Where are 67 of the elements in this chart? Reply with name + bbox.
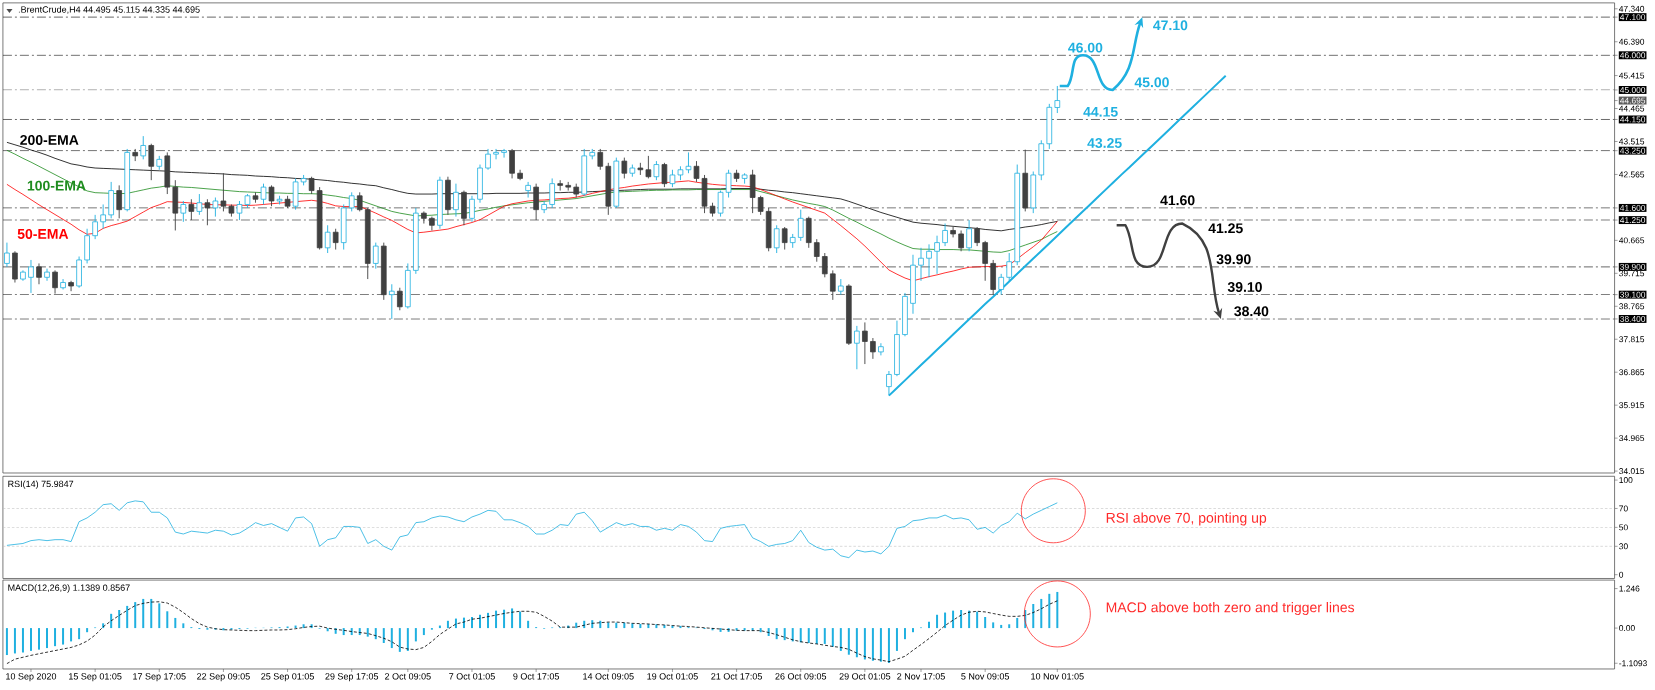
y-tick-label: 43.250 [1619,147,1646,154]
x-tick-label: 2 Nov 17:05 [897,673,945,680]
annotation: 41.60 [1160,195,1195,206]
y-tick-label: 45.415 [1618,72,1645,79]
x-tick-label: 29 Oct 01:05 [839,673,891,680]
annotation: 46.00 [1068,42,1103,53]
x-tick-label: 15 Sep 01:05 [69,673,122,682]
x-tick-label: 21 Oct 17:05 [711,673,762,680]
annotation: 39.90 [1216,254,1251,265]
y-tick-label: 39.100 [1620,291,1646,298]
y-tick-label: 44.695 [1619,97,1646,104]
y-tick-label: 30 [1619,543,1628,550]
y-tick-label: 37.815 [1619,336,1645,343]
y-tick-label: 39.715 [1619,270,1645,277]
y-tick-label: 41.250 [1619,217,1646,224]
y-tick-label: 44.150 [1619,116,1646,123]
annotation: 43.25 [1087,138,1122,148]
y-tick-label: 50 [1619,524,1628,531]
annotation: 38.40 [1234,306,1269,317]
y-tick-label: 42.565 [1618,171,1645,178]
y-tick-label: 36.865 [1619,369,1645,376]
x-tick-label: 26 Oct 09:05 [775,673,827,680]
y-tick-label: 41.600 [1619,204,1646,211]
y-tick-label: 0 [1619,571,1624,578]
y-tick-label: 0.00 [1619,625,1635,632]
x-tick-label: 9 Oct 17:05 [513,673,560,680]
y-tick-label: 35.915 [1619,402,1645,409]
x-tick-label: 10 Sep 2020 [6,673,57,682]
x-tick-label: 25 Sep 01:05 [261,673,314,682]
annotation: 45.00 [1134,77,1169,88]
y-tick-label: 47.100 [1619,14,1646,21]
chart-title: RSI(14) 75.9847 [8,480,74,489]
y-tick-label: 1.246 [1619,585,1640,592]
x-tick-label: 10 Nov 01:05 [1031,673,1084,680]
annotation: MACD above both zero and trigger lines [1106,602,1355,616]
y-tick-label: 70 [1619,505,1628,512]
series-label: 50-EMA [17,228,69,239]
y-tick-label: 44.465 [1618,105,1645,112]
series-label: 200-EMA [20,134,79,145]
y-tick-label: 47.340 [1618,5,1645,12]
chart-title: .BrentCrude,H4 44.495 45.115 44.335 44.695 [18,6,200,14]
x-tick-label: 22 Sep 09:05 [197,673,250,682]
x-tick-label: 7 Oct 01:05 [449,673,495,680]
chart-title: MACD(12,26,9) 1.1389 0.8567 [8,584,130,593]
annotation: 44.15 [1083,106,1118,117]
annotation: 39.10 [1227,282,1262,292]
y-tick-label: 46.000 [1619,52,1646,59]
y-tick-label: 39.900 [1620,263,1646,270]
x-tick-label: 14 Oct 09:05 [583,673,634,680]
annotation: 41.25 [1208,223,1243,234]
y-tick-label: 38.400 [1620,315,1646,322]
y-tick-label: 38.765 [1619,303,1645,310]
y-tick-label: 100 [1619,477,1633,484]
y-tick-label: 34.015 [1619,468,1645,475]
annotation: 47.10 [1153,20,1188,31]
x-tick-label: 2 Oct 09:05 [385,673,431,680]
y-tick-label: 43.515 [1618,138,1645,145]
y-tick-label: 40.665 [1618,237,1645,244]
y-tick-label: 45.000 [1619,87,1646,93]
x-tick-label: 29 Sep 17:05 [325,673,379,682]
y-tick-label: -1.1093 [1619,660,1647,667]
y-tick-label: 46.390 [1618,38,1645,45]
x-tick-label: 17 Sep 17:05 [133,673,186,682]
x-tick-label: 5 Nov 09:05 [961,673,1010,680]
x-tick-label: 19 Oct 01:05 [647,673,698,680]
y-tick-label: 34.965 [1619,435,1645,442]
annotation: RSI above 70, pointing up [1106,512,1267,526]
